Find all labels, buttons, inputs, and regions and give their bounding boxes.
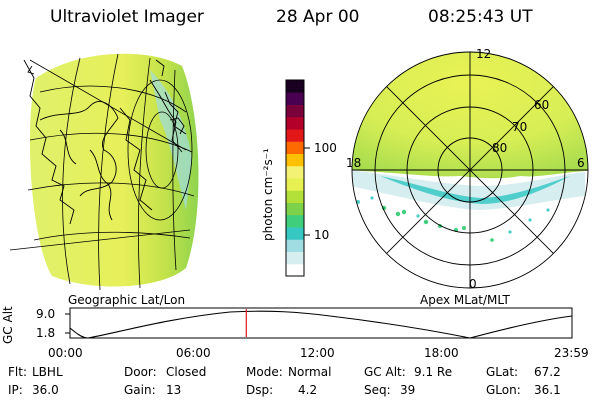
colorbar-cell [286, 141, 304, 154]
colorbar-cell [286, 116, 304, 130]
colorbar-frame [285, 79, 305, 277]
colorbar-cell [286, 165, 304, 179]
mode-value: Normal [288, 365, 332, 379]
colorbar-cell [286, 239, 304, 252]
door-key: Door: [124, 365, 157, 379]
left-aurora-emission [29, 53, 199, 287]
polar-grid [351, 51, 589, 289]
flt-key: Flt: [8, 365, 27, 379]
gain-key: Gain: [124, 383, 156, 397]
time-tick-1800: 18:00 [424, 346, 459, 360]
seq-value: 39 [400, 383, 416, 397]
colorbar-cell [286, 80, 304, 93]
instrument-title: Ultraviolet Imager [50, 7, 204, 27]
dsp-value: 4.2 [298, 383, 318, 397]
glon-value: 36.1 [534, 383, 561, 397]
polar-cyan-fringe [352, 170, 585, 210]
ip-value: 36.0 [32, 383, 59, 397]
mlt-label-6: 6 [577, 156, 585, 170]
time-tick-0000: 00:00 [48, 346, 83, 360]
time-tick-0600: 06:00 [176, 346, 211, 360]
colorbar-cell [286, 190, 304, 203]
colorbar-cell [286, 92, 304, 105]
mlat-label-80: 80 [492, 141, 508, 155]
colorbar-cell [286, 153, 304, 167]
altitude-ylabel: GC Alt [1, 306, 15, 344]
mlat-label-70: 70 [512, 120, 528, 134]
seq-key: Seq: [364, 383, 391, 397]
gcalt-value: 9.1 Re [414, 365, 453, 379]
time-tick-2359: 23:59 [554, 346, 589, 360]
mlt-label-12: 12 [476, 47, 492, 61]
glon-key: GLon: [486, 383, 521, 397]
colorbar-cell [286, 227, 304, 240]
altitude-ytick-1-8: 1.8 [36, 326, 56, 340]
mlat-label-60: 60 [534, 98, 550, 112]
orbit-altitude-curve [69, 310, 573, 339]
geographic-caption: Geographic Lat/Lon [68, 293, 186, 307]
colorbar-cell [286, 178, 304, 191]
colorbar-label-100: 100 [314, 141, 337, 155]
polar-map [351, 51, 589, 289]
time-tick-1200: 12:00 [300, 346, 335, 360]
coastlines [23, 59, 187, 225]
mlt-label-18: 18 [346, 156, 362, 170]
door-value: Closed [166, 365, 207, 379]
mode-key: Mode: [246, 365, 283, 379]
gain-value: 13 [166, 383, 182, 397]
colorbar [285, 79, 310, 277]
geographic-map [9, 53, 199, 291]
header-time: 08:25:43 UT [428, 7, 533, 27]
colorbar-cell [286, 214, 304, 228]
apex-caption: Apex MLat/MLT [420, 293, 510, 307]
colorbar-cell [286, 202, 304, 216]
colorbar-cell [286, 263, 304, 277]
colorbar-cell [286, 104, 304, 118]
gcalt-key: GC Alt: [364, 365, 406, 379]
dsp-key: Dsp: [246, 383, 274, 397]
colorbar-cell [286, 251, 304, 265]
altitude-ytick-9: 9.0 [36, 307, 56, 321]
colorbar-cell [286, 129, 304, 142]
colorbar-units: photon cm⁻²s⁻¹ [261, 148, 275, 241]
ip-key: IP: [8, 383, 23, 397]
flt-value: LBHL [32, 365, 63, 379]
glat-value: 67.2 [534, 365, 561, 379]
glat-key: GLat: [486, 365, 519, 379]
left-cyan-edge [150, 70, 192, 210]
mlt-label-0: 0 [469, 277, 477, 291]
altitude-frame [69, 307, 573, 339]
header-date: 28 Apr 00 [276, 7, 360, 27]
altitude-panel [65, 307, 573, 339]
colorbar-label-10: 10 [314, 228, 330, 242]
